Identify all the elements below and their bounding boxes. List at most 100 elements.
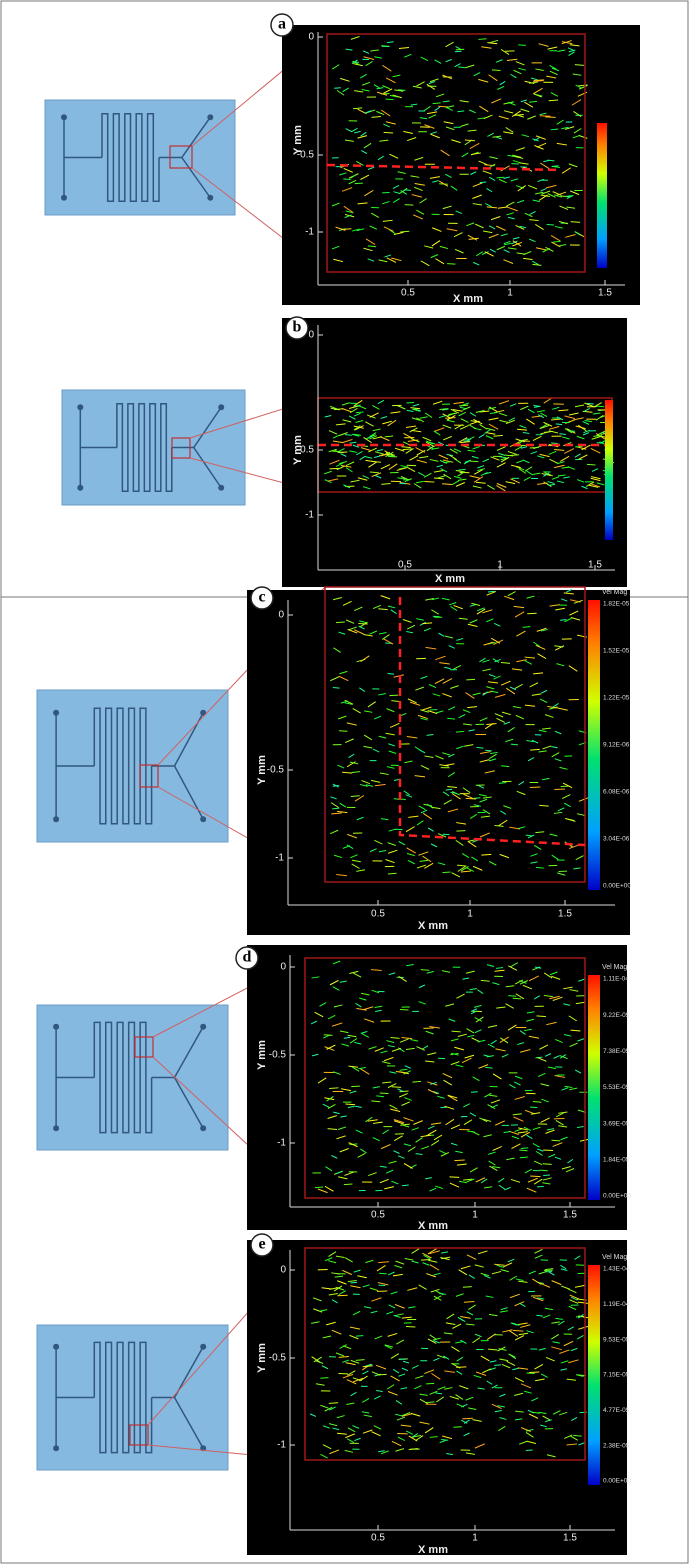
vector — [575, 65, 584, 66]
vector — [511, 744, 518, 745]
vector — [540, 116, 551, 117]
vector — [543, 1164, 552, 1165]
port — [53, 1344, 59, 1350]
y-tick-label: -1 — [277, 1138, 286, 1149]
y-axis-title: Y mm — [256, 1343, 268, 1373]
figure: 0.511.50-0.5-1X mmY mma0.511.50-0.5-1X m… — [0, 0, 689, 1564]
vector — [530, 1107, 537, 1108]
panel-label: c — [258, 589, 265, 606]
chip-image — [45, 100, 235, 215]
x-axis-title: X mm — [418, 1544, 448, 1556]
vector — [430, 1437, 438, 1438]
plot-background — [247, 1240, 627, 1555]
vector — [466, 798, 476, 799]
colorbar-label: 1.82E-05 — [603, 601, 630, 608]
x-tick-label: 1 — [467, 909, 473, 920]
vector — [333, 688, 340, 689]
vector — [402, 1185, 409, 1186]
vector — [508, 996, 516, 997]
vector — [341, 229, 351, 230]
vector — [412, 1081, 421, 1082]
x-tick-label: 0.5 — [371, 1210, 385, 1221]
vector — [453, 1427, 461, 1428]
colorbar-label: 1.43E-04 — [603, 1266, 630, 1273]
vector — [344, 1184, 353, 1185]
vector — [551, 1140, 560, 1141]
vector — [400, 231, 409, 232]
port — [200, 1125, 206, 1131]
port — [61, 114, 67, 120]
vector — [329, 1088, 338, 1089]
chip-image — [37, 1325, 228, 1470]
vector — [315, 1187, 323, 1188]
vector — [406, 402, 414, 403]
port — [77, 485, 83, 491]
y-tick-label: 0 — [280, 1265, 286, 1276]
vector — [471, 1092, 478, 1093]
colorbar-label: 0.00E+00 — [603, 1193, 631, 1200]
port — [61, 195, 67, 201]
vector — [526, 1450, 533, 1451]
x-axis-title: X mm — [418, 1220, 448, 1232]
colorbar-title: Vel Mag — [602, 589, 627, 596]
colorbar-label: 6.08E-06 — [603, 789, 630, 796]
colorbar — [588, 1265, 600, 1485]
x-tick-label: 1.5 — [588, 560, 602, 571]
vector — [426, 1383, 434, 1384]
vector — [332, 808, 339, 809]
vector — [356, 1360, 365, 1361]
panel-label: e — [258, 1236, 265, 1253]
vector — [536, 867, 544, 868]
y-tick-label: -1 — [275, 853, 284, 864]
vector — [337, 1295, 347, 1296]
vector — [384, 132, 393, 133]
vector — [324, 1035, 333, 1036]
x-tick-label: 1 — [472, 1533, 478, 1544]
port — [53, 710, 59, 716]
colorbar-label: 1.19E-04 — [603, 1301, 630, 1308]
vector — [526, 1093, 536, 1094]
y-tick-label: 0 — [308, 32, 314, 43]
port — [77, 404, 83, 410]
vector — [521, 1148, 528, 1149]
vector — [470, 461, 478, 462]
colorbar-label: 5.53E-05 — [603, 1084, 630, 1091]
y-tick-label: -0.5 — [269, 1353, 287, 1364]
colorbar-title: Vel Mag — [602, 964, 627, 971]
colorbar — [588, 600, 600, 890]
vector — [392, 1087, 401, 1088]
vector — [379, 1273, 387, 1274]
colorbar-label: 3.69E-05 — [603, 1120, 630, 1127]
vector — [554, 789, 565, 790]
panel-label: a — [278, 16, 286, 33]
x-tick-label: 0.5 — [398, 560, 412, 571]
colorbar-title: Vel Mag — [602, 1254, 627, 1261]
y-tick-label: -0.5 — [269, 1050, 287, 1061]
x-tick-label: 1 — [497, 560, 503, 571]
y-tick-label: -0.5 — [267, 765, 285, 776]
colorbar — [588, 975, 600, 1200]
vector — [336, 622, 345, 623]
colorbar-label: 1.84E-05 — [603, 1157, 630, 1164]
colorbar — [605, 400, 613, 540]
vector — [554, 1118, 565, 1119]
y-axis-title: Y mm — [256, 1040, 268, 1070]
x-tick-label: 0.5 — [371, 1533, 385, 1544]
y-axis-title: Y mm — [256, 755, 268, 785]
vector — [378, 991, 385, 992]
port — [200, 816, 206, 822]
vector — [345, 1104, 355, 1105]
port — [53, 1125, 59, 1131]
colorbar-label: 1.22E-05 — [603, 695, 630, 702]
vector — [575, 446, 583, 447]
colorbar-label: 9.22E-05 — [603, 1012, 630, 1019]
vector — [587, 464, 596, 465]
x-axis-title: X mm — [435, 573, 465, 585]
y-tick-label: -1 — [305, 227, 314, 238]
port — [218, 485, 224, 491]
port — [200, 1344, 206, 1350]
port — [53, 816, 59, 822]
y-tick-label: 0 — [308, 330, 314, 341]
x-tick-label: 0.5 — [401, 288, 415, 299]
port — [207, 195, 213, 201]
